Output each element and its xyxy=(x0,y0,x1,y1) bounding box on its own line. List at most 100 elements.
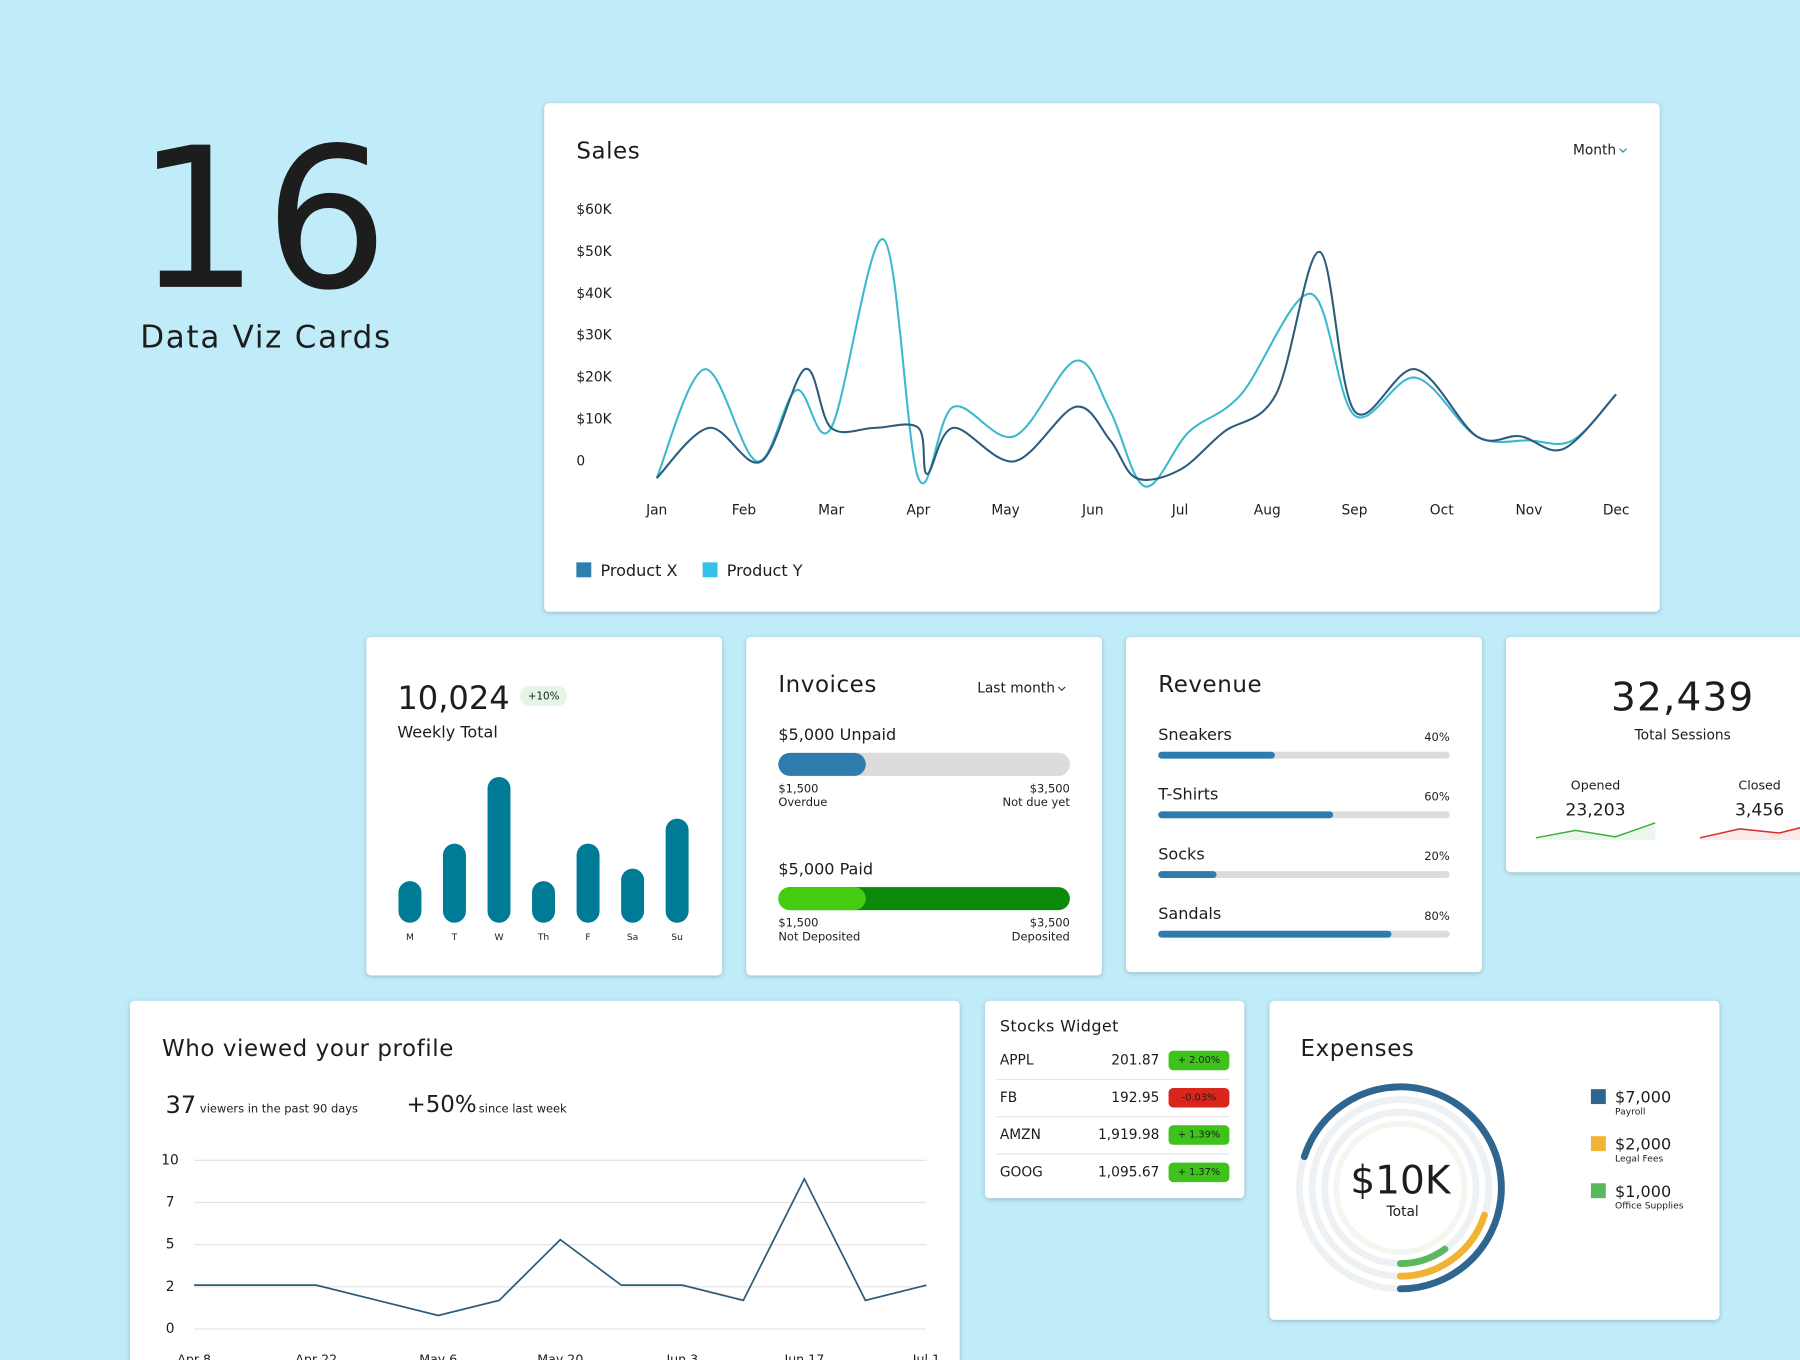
sparkline xyxy=(1535,822,1656,839)
legend-swatch xyxy=(702,562,718,578)
bar xyxy=(1158,871,1217,878)
legend-name: Payroll xyxy=(1615,1107,1645,1118)
card xyxy=(1126,636,1482,973)
card xyxy=(1505,636,1800,873)
item-percent: 20% xyxy=(1424,849,1450,863)
ticker: FB xyxy=(1000,1090,1017,1106)
bar-track xyxy=(1158,871,1450,878)
price: 1,919.98 xyxy=(1098,1127,1159,1143)
legend-amount: $1,000 xyxy=(1615,1182,1671,1201)
y-tick-label: 5 xyxy=(166,1237,175,1253)
price: 1,095.67 xyxy=(1098,1164,1159,1180)
x-tick-label: Mar xyxy=(818,503,844,519)
profile-line xyxy=(194,1176,927,1317)
change-label: -0.03% xyxy=(1182,1092,1217,1103)
stat-name: Opened xyxy=(1571,778,1620,793)
change-badge xyxy=(1168,1088,1230,1108)
x-tick-label: W xyxy=(494,932,503,943)
legend-swatch xyxy=(1590,1089,1606,1105)
card xyxy=(984,1000,1245,1199)
x-tick-label: Jul 1 xyxy=(912,1351,940,1360)
bar-segment xyxy=(778,752,866,776)
bar xyxy=(621,868,645,923)
viewer-note: viewers in the past 90 days xyxy=(200,1102,358,1116)
item-name: Sneakers xyxy=(1158,725,1232,744)
x-tick-label: May xyxy=(991,503,1019,519)
period-dropdown[interactable]: Month xyxy=(1573,142,1616,158)
weekly-total: 10,024 xyxy=(397,679,509,717)
y-tick-label: $10K xyxy=(576,411,612,427)
amount-label: $3,500 xyxy=(1030,916,1070,930)
bar xyxy=(398,881,422,923)
x-tick-label: May 6 xyxy=(419,1351,457,1360)
price: 192.95 xyxy=(1111,1090,1159,1106)
y-tick-label: 7 xyxy=(166,1194,175,1210)
item-name: Socks xyxy=(1158,844,1204,863)
amount-note: Not due yet xyxy=(1003,795,1071,809)
bar xyxy=(532,881,556,923)
change-badge xyxy=(1168,1125,1230,1145)
x-tick-label: Dec xyxy=(1603,503,1630,519)
bar-segment xyxy=(778,887,866,911)
ring-arc xyxy=(1396,1211,1488,1280)
change-note: since last week xyxy=(479,1102,567,1116)
x-tick-label: Apr xyxy=(906,503,930,519)
change-label: + 1.39% xyxy=(1178,1130,1220,1141)
change-label: + 2.00% xyxy=(1178,1055,1220,1066)
stat-value: 23,203 xyxy=(1565,800,1625,820)
period-dropdown[interactable]: Last month xyxy=(977,681,1055,697)
amount-label: $1,500 xyxy=(778,916,818,930)
sales-line xyxy=(655,250,1617,481)
x-tick-label: Aug xyxy=(1254,503,1281,519)
card-title: Sales xyxy=(576,138,640,164)
amount-note: Deposited xyxy=(1012,930,1070,944)
x-tick-label: Jun xyxy=(1081,503,1104,519)
hero-label: Data Viz Cards xyxy=(140,319,392,355)
chevron-icon xyxy=(1619,148,1627,153)
legend-label: Product X xyxy=(600,561,677,580)
y-tick-label: $60K xyxy=(576,202,612,218)
card xyxy=(129,1000,960,1360)
y-tick-label: 10 xyxy=(161,1152,179,1168)
x-tick-label: Apr 22 xyxy=(295,1351,337,1360)
legend-name: Office Supplies xyxy=(1615,1201,1684,1212)
legend-swatch xyxy=(576,562,592,578)
card-title: Who viewed your profile xyxy=(162,1036,454,1062)
card xyxy=(544,103,1660,612)
item-percent: 80% xyxy=(1424,909,1450,923)
y-tick-label: $30K xyxy=(576,328,612,344)
x-tick-label: Apr 8 xyxy=(177,1351,211,1360)
y-tick-label: 0 xyxy=(166,1321,175,1337)
badge xyxy=(520,686,568,706)
x-tick-label: Sep xyxy=(1342,503,1368,519)
x-tick-label: Jun 17 xyxy=(783,1351,824,1360)
legend-name: Legal Fees xyxy=(1615,1154,1664,1165)
x-tick-label: Jan xyxy=(645,503,667,519)
y-tick-label: $40K xyxy=(576,286,612,302)
group-title: $5,000 Paid xyxy=(778,859,873,878)
total-amount: $10K xyxy=(1350,1158,1451,1203)
card-title: Stocks Widget xyxy=(1000,1017,1119,1036)
x-tick-label: Jul xyxy=(1171,503,1189,519)
x-tick-label: Sa xyxy=(627,932,638,943)
bar xyxy=(1158,930,1392,938)
amount-note: Not Deposited xyxy=(778,930,860,944)
bar xyxy=(1158,811,1334,819)
total-label: Total xyxy=(1386,1204,1419,1220)
x-tick-label: M xyxy=(406,932,414,943)
x-tick-label: Nov xyxy=(1515,503,1542,519)
change-badge xyxy=(1168,1050,1230,1071)
ticker: AMZN xyxy=(1000,1127,1041,1143)
item-name: T-Shirts xyxy=(1157,785,1218,804)
legend-swatch xyxy=(1590,1183,1606,1199)
amount-label: $1,500 xyxy=(778,781,818,795)
sparkline xyxy=(1699,827,1800,839)
badge-label: +10% xyxy=(528,691,560,703)
sparkline-area xyxy=(1535,822,1656,841)
item-percent: 60% xyxy=(1424,789,1450,803)
legend-amount: $7,000 xyxy=(1615,1088,1671,1107)
x-tick-label: Feb xyxy=(732,503,756,519)
stat-value: 3,456 xyxy=(1735,800,1784,820)
legend-swatch xyxy=(1590,1136,1606,1152)
